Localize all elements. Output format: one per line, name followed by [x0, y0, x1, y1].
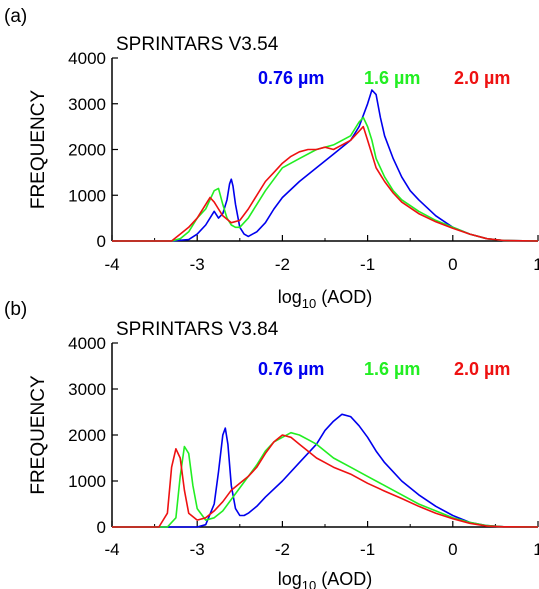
chart-title: SPRINTARS V3.54 [116, 34, 279, 55]
x-tick-label: 1 [533, 255, 539, 274]
x-axis-label: log10 (AOD) [278, 287, 373, 311]
x-tick-label: -1 [360, 540, 375, 559]
y-tick-label: 4000 [68, 334, 106, 353]
x-axis-label-sub: 10 [302, 578, 316, 589]
x-axis-label: log10 (AOD) [278, 569, 373, 589]
y-tick-label: 2000 [68, 426, 106, 445]
legend-entry-2: 2.0 µm [454, 68, 510, 88]
y-tick-label: 1000 [68, 472, 106, 491]
legend-entry-0: 0.76 µm [258, 359, 324, 379]
x-tick-label: -4 [104, 255, 119, 274]
x-tick-label: -2 [275, 540, 290, 559]
legend-entry-0: 0.76 µm [258, 68, 324, 88]
series-line-1 [112, 116, 539, 242]
legend-entry-1: 1.6 µm [364, 359, 420, 379]
panel-b: (b) SPRINTARS V3.84 0 1000 2000 3000 4000 -4 -3 -… [4, 299, 539, 589]
y-tick-label: 3000 [68, 95, 106, 114]
x-tick-label: 1 [533, 540, 539, 559]
x-axis-label-rest: (AOD) [316, 569, 372, 589]
x-tick-label: -4 [104, 540, 119, 559]
x-axis-label-sub: 10 [302, 296, 316, 311]
series-line-0 [112, 89, 539, 242]
series-line-2 [112, 125, 539, 242]
x-axis-label-rest: (AOD) [316, 287, 372, 307]
y-axis-label: FREQUENCY [28, 90, 49, 210]
y-tick-label: 3000 [68, 380, 106, 399]
x-tick-label: 0 [448, 540, 457, 559]
x-tick-label: -2 [275, 255, 290, 274]
x-tick-label: -3 [190, 255, 205, 274]
legend-entry-2: 2.0 µm [454, 359, 510, 379]
y-tick-label: 2000 [68, 141, 106, 160]
legend-entry-1: 1.6 µm [364, 68, 420, 88]
x-tick-label: -3 [190, 540, 205, 559]
y-tick-label: 4000 [68, 49, 106, 68]
x-tick-label: 0 [448, 255, 457, 274]
panel-a: (a) SPRINTARS V3.54 0 1000 2000 3000 4000 -4 -3 -… [4, 6, 539, 311]
y-tick-label: 0 [97, 232, 106, 251]
panel-label: (b) [4, 299, 27, 320]
series-line-1 [112, 431, 539, 528]
x-tick-label: -1 [360, 255, 375, 274]
y-tick-label: 0 [97, 518, 106, 537]
y-axis-label: FREQUENCY [28, 375, 49, 495]
panel-label: (a) [4, 6, 27, 27]
x-axis-label-main: log [278, 287, 302, 307]
y-tick-label: 1000 [68, 186, 106, 205]
series-line-2 [112, 434, 539, 528]
x-axis-label-main: log [278, 569, 302, 589]
chart-title: SPRINTARS V3.84 [116, 319, 279, 340]
